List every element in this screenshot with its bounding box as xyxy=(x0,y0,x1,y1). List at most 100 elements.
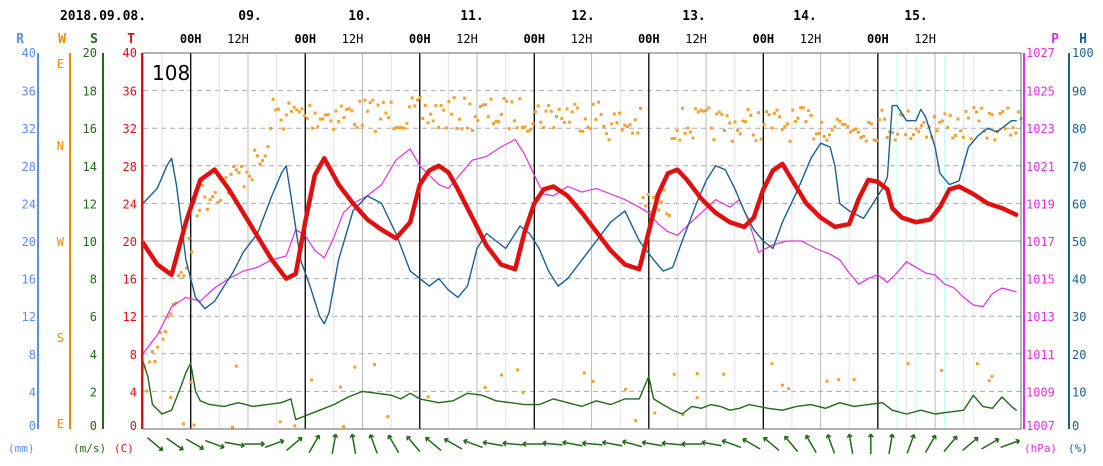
time-12h-label: 12H xyxy=(914,32,936,46)
temperature-tick: 0 xyxy=(130,419,137,433)
wind-direction-dot xyxy=(192,423,196,427)
wind-direction-dot xyxy=(733,120,737,124)
wind-direction-dot xyxy=(190,250,194,254)
wind-arrow-shaft xyxy=(642,441,663,447)
wind-arrow-head xyxy=(681,441,686,447)
wind-direction-dot xyxy=(418,96,422,100)
wind-direction-dot xyxy=(195,214,199,218)
wind-direction-dot xyxy=(662,188,666,192)
wind-arrow-shaft xyxy=(308,434,320,454)
wind-direction-dot xyxy=(434,104,438,108)
wind-arrow xyxy=(244,441,265,447)
pressure-tick: 1019 xyxy=(1026,197,1055,211)
wind-direction-dot xyxy=(961,135,965,139)
wind-direction-dot xyxy=(161,337,165,341)
wind-direction-dot xyxy=(549,109,553,113)
wind-direction-dot xyxy=(646,192,650,196)
wind-direction-dot xyxy=(681,106,685,110)
pressure-tick: 1015 xyxy=(1026,273,1055,287)
time-12h-label: 12H xyxy=(342,32,364,46)
wind_dir-axis-header: W xyxy=(58,32,66,47)
wind-arrow-head xyxy=(522,441,527,447)
wind-direction-dot xyxy=(208,198,212,202)
wind-direction-dot xyxy=(360,123,364,127)
wind-arrow-shaft xyxy=(602,441,623,447)
wind-direction-dot xyxy=(772,111,776,115)
wind-direction-dot xyxy=(838,119,842,123)
wind-arrow xyxy=(906,433,916,454)
wind-arrow xyxy=(825,433,836,454)
wind-direction-dot xyxy=(258,162,262,166)
wind-direction-dot xyxy=(909,137,913,141)
wind-direction-dot xyxy=(287,101,291,105)
rain-tick: 32 xyxy=(22,122,36,136)
humidity-tick: 10 xyxy=(1072,385,1086,399)
wind-direction-dot xyxy=(492,122,496,126)
wind-direction-dot xyxy=(293,424,297,428)
wind-arrow-shaft xyxy=(562,441,583,447)
wind_speed-axis-header: S xyxy=(90,32,98,47)
wind-direction-dot xyxy=(471,128,475,132)
wind-direction-dot xyxy=(904,133,908,137)
wind-arrow-shaft xyxy=(784,435,799,453)
wind-arrow-head xyxy=(562,439,567,446)
wind-direction-dot xyxy=(686,126,690,130)
wind-arrow-shaft xyxy=(981,438,1000,450)
wind-direction-dot xyxy=(582,371,586,375)
wind-direction-dot xyxy=(969,137,973,141)
wind-direction-dot xyxy=(345,107,349,111)
wind-direction-dot xyxy=(387,116,391,120)
wind-direction-dot xyxy=(544,109,548,113)
humidity-tick: 0 xyxy=(1072,419,1079,433)
time-12h-label: 12H xyxy=(685,32,707,46)
wind-direction-dot xyxy=(234,168,238,172)
wind-direction-dot xyxy=(607,138,611,142)
wind-direction-dot xyxy=(738,132,742,136)
wind-direction-dot xyxy=(347,107,351,111)
wind-direction-dot xyxy=(528,128,532,132)
wind-direction-dot xyxy=(463,96,467,100)
wind_speed-tick: 20 xyxy=(83,46,97,60)
wind-direction-dot xyxy=(625,125,629,129)
wind-direction-dot xyxy=(722,372,726,376)
wind-direction-dot xyxy=(181,422,185,426)
wind-direction-dot xyxy=(523,125,527,129)
pressure-tick: 1011 xyxy=(1026,348,1055,362)
date-label: 15. xyxy=(904,9,927,24)
wind-direction-dot xyxy=(660,200,664,204)
wind-direction-dot xyxy=(788,139,792,143)
wind-direction-dot xyxy=(951,136,955,140)
wind-direction-dot xyxy=(531,122,535,126)
wind-direction-dot xyxy=(489,97,493,101)
wind-arrow-head xyxy=(502,440,507,447)
wind-direction-dot xyxy=(500,373,504,377)
temperature-tick: 28 xyxy=(123,160,137,174)
wind-arrow-shaft xyxy=(204,439,225,449)
wind-direction-dot xyxy=(673,136,677,140)
time-12h-label: 12H xyxy=(227,32,249,46)
wind-arrow xyxy=(981,437,1000,450)
wind-direction-dot xyxy=(339,104,343,108)
wind-direction-dot xyxy=(883,117,887,121)
wind-arrow-head xyxy=(889,433,895,439)
wind-direction-dot xyxy=(169,312,173,316)
wind-direction-dot xyxy=(358,99,362,103)
wind_dir-tick: S xyxy=(57,331,64,345)
wind-direction-dot xyxy=(852,378,856,382)
humidity-tick: 40 xyxy=(1072,273,1086,287)
wind-direction-dot xyxy=(618,111,622,115)
wind-direction-dot xyxy=(450,112,454,116)
wind-arrow-head xyxy=(406,435,412,441)
date-label: 09. xyxy=(238,9,261,24)
wind-direction-dot xyxy=(552,126,556,130)
wind-direction-dot xyxy=(324,113,328,117)
wind-direction-dot xyxy=(736,128,740,132)
wind-direction-dot xyxy=(426,121,430,125)
wind-direction-dot xyxy=(620,128,624,132)
axes: 4036322824201612840ENWSE2018161412108642… xyxy=(8,32,1094,455)
wind-arrow-shaft xyxy=(185,438,204,450)
wind-direction-dot xyxy=(791,108,795,112)
wind-direction-dot xyxy=(691,136,695,140)
wind-direction-dot xyxy=(179,270,183,274)
wind-direction-dots xyxy=(143,96,1023,429)
